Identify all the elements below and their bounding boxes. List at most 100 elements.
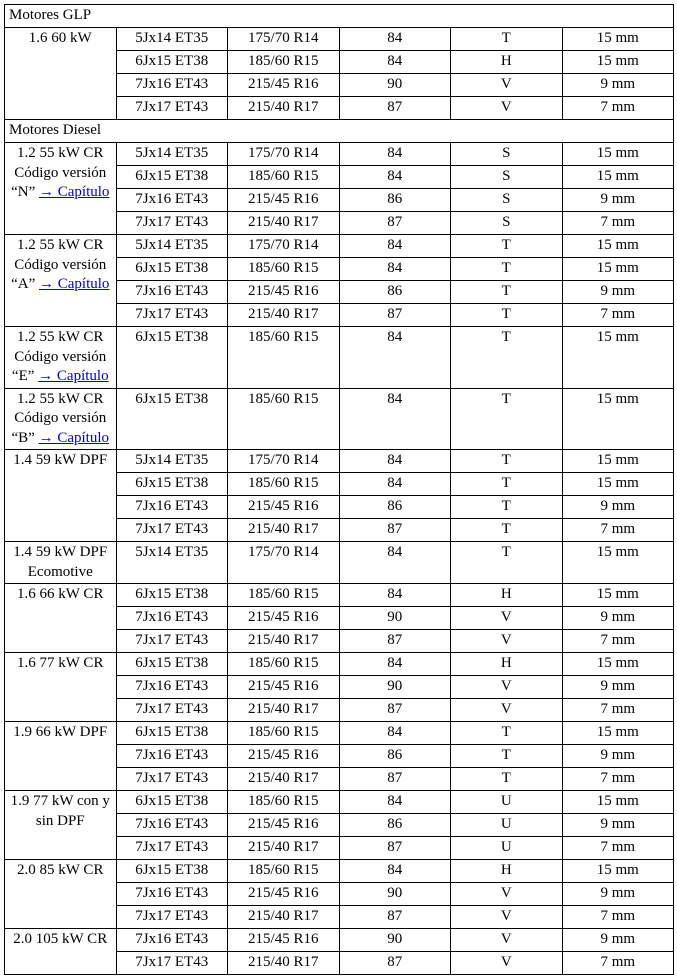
load-index: 87 — [339, 304, 451, 327]
rim-size: 6Jx15 ET38 — [116, 722, 228, 745]
snow-chain: 7 mm — [562, 630, 674, 653]
speed-rating: T — [451, 281, 563, 304]
rim-size: 6Jx15 ET38 — [116, 860, 228, 883]
snow-chain: 9 mm — [562, 883, 674, 906]
speed-rating: T — [451, 258, 563, 281]
load-index: 86 — [339, 745, 451, 768]
engine-cell: 1.9 66 kW DPF — [5, 722, 117, 791]
table-row: 1.2 55 kW CR Código versión “B” → Capítu… — [5, 388, 674, 450]
load-index: 87 — [339, 768, 451, 791]
speed-rating: T — [451, 722, 563, 745]
rim-size: 6Jx15 ET38 — [116, 258, 228, 281]
load-index: 86 — [339, 281, 451, 304]
snow-chain: 15 mm — [562, 235, 674, 258]
load-index: 84 — [339, 327, 451, 389]
engine-cell: 1.2 55 kW CR Código versión “A” → Capítu… — [5, 235, 117, 327]
tire-size: 215/45 R16 — [228, 189, 340, 212]
rim-size: 5Jx14 ET35 — [116, 235, 228, 258]
table-row: 1.6 60 kW5Jx14 ET35175/70 R1484T15 mm — [5, 28, 674, 51]
snow-chain: 15 mm — [562, 388, 674, 450]
tire-size: 215/45 R16 — [228, 496, 340, 519]
rim-size: 7Jx16 ET43 — [116, 814, 228, 837]
snow-chain: 15 mm — [562, 450, 674, 473]
snow-chain: 15 mm — [562, 653, 674, 676]
snow-chain: 15 mm — [562, 791, 674, 814]
snow-chain: 7 mm — [562, 768, 674, 791]
chapter-link[interactable]: → Capítulo — [38, 368, 108, 384]
snow-chain: 15 mm — [562, 166, 674, 189]
table-row: 1.2 55 kW CR Código versión “N” → Capítu… — [5, 143, 674, 166]
rim-size: 7Jx17 ET43 — [116, 837, 228, 860]
speed-rating: V — [451, 952, 563, 975]
chapter-link[interactable]: → Capítulo — [39, 276, 109, 292]
speed-rating: S — [451, 143, 563, 166]
speed-rating: T — [451, 768, 563, 791]
tire-size: 215/45 R16 — [228, 883, 340, 906]
load-index: 90 — [339, 929, 451, 952]
rim-size: 6Jx15 ET38 — [116, 791, 228, 814]
rim-size: 7Jx17 ET43 — [116, 768, 228, 791]
tire-size: 185/60 R15 — [228, 388, 340, 450]
speed-rating: V — [451, 607, 563, 630]
load-index: 84 — [339, 166, 451, 189]
load-index: 90 — [339, 883, 451, 906]
rim-size: 5Jx14 ET35 — [116, 143, 228, 166]
table-row: 1.9 66 kW DPF6Jx15 ET38185/60 R1584T15 m… — [5, 722, 674, 745]
chapter-link[interactable]: → Capítulo — [39, 184, 109, 200]
tire-size: 175/70 R14 — [228, 450, 340, 473]
rim-size: 7Jx16 ET43 — [116, 607, 228, 630]
speed-rating: V — [451, 929, 563, 952]
table-row: 1.6 77 kW CR6Jx15 ET38185/60 R1584H15 mm — [5, 653, 674, 676]
tire-size: 185/60 R15 — [228, 791, 340, 814]
snow-chain: 9 mm — [562, 496, 674, 519]
rim-size: 7Jx16 ET43 — [116, 929, 228, 952]
tire-size: 215/45 R16 — [228, 607, 340, 630]
speed-rating: U — [451, 791, 563, 814]
rim-size: 6Jx15 ET38 — [116, 653, 228, 676]
load-index: 87 — [339, 212, 451, 235]
rim-size: 7Jx17 ET43 — [116, 97, 228, 120]
load-index: 84 — [339, 143, 451, 166]
snow-chain: 15 mm — [562, 722, 674, 745]
speed-rating: U — [451, 814, 563, 837]
tire-spec-table: Motores GLP1.6 60 kW5Jx14 ET35175/70 R14… — [4, 4, 674, 975]
load-index: 87 — [339, 906, 451, 929]
tire-size: 185/60 R15 — [228, 473, 340, 496]
engine-label: 1.4 59 kW DPF — [13, 452, 107, 468]
speed-rating: V — [451, 883, 563, 906]
snow-chain: 9 mm — [562, 607, 674, 630]
speed-rating: T — [451, 745, 563, 768]
speed-rating: H — [451, 584, 563, 607]
load-index: 84 — [339, 584, 451, 607]
load-index: 86 — [339, 496, 451, 519]
speed-rating: T — [451, 450, 563, 473]
load-index: 84 — [339, 542, 451, 584]
engine-label: 1.6 77 kW CR — [17, 655, 103, 671]
snow-chain: 15 mm — [562, 51, 674, 74]
speed-rating: V — [451, 676, 563, 699]
engine-cell: 2.0 105 kW CR — [5, 929, 117, 975]
speed-rating: H — [451, 653, 563, 676]
chapter-link[interactable]: → Capítulo — [39, 430, 109, 446]
engine-label: 2.0 85 kW CR — [17, 862, 103, 878]
table-row: 1.4 59 kW DPF5Jx14 ET35175/70 R1484T15 m… — [5, 450, 674, 473]
speed-rating: T — [451, 519, 563, 542]
tire-size: 175/70 R14 — [228, 143, 340, 166]
snow-chain: 7 mm — [562, 837, 674, 860]
engine-label: 1.9 77 kW con y sin DPF — [11, 793, 110, 829]
engine-label: 1.4 59 kW DPF Ecomotive — [13, 544, 107, 580]
rim-size: 7Jx16 ET43 — [116, 676, 228, 699]
snow-chain: 7 mm — [562, 519, 674, 542]
table-row: 2.0 105 kW CR7Jx16 ET43215/45 R1690V9 mm — [5, 929, 674, 952]
snow-chain: 9 mm — [562, 676, 674, 699]
table-row: 1.6 66 kW CR6Jx15 ET38185/60 R1584H15 mm — [5, 584, 674, 607]
load-index: 86 — [339, 814, 451, 837]
load-index: 84 — [339, 791, 451, 814]
snow-chain: 7 mm — [562, 97, 674, 120]
rim-size: 7Jx16 ET43 — [116, 496, 228, 519]
rim-size: 6Jx15 ET38 — [116, 166, 228, 189]
rim-size: 7Jx17 ET43 — [116, 906, 228, 929]
tire-size: 185/60 R15 — [228, 584, 340, 607]
engine-cell: 1.6 66 kW CR — [5, 584, 117, 653]
engine-cell: 1.6 77 kW CR — [5, 653, 117, 722]
